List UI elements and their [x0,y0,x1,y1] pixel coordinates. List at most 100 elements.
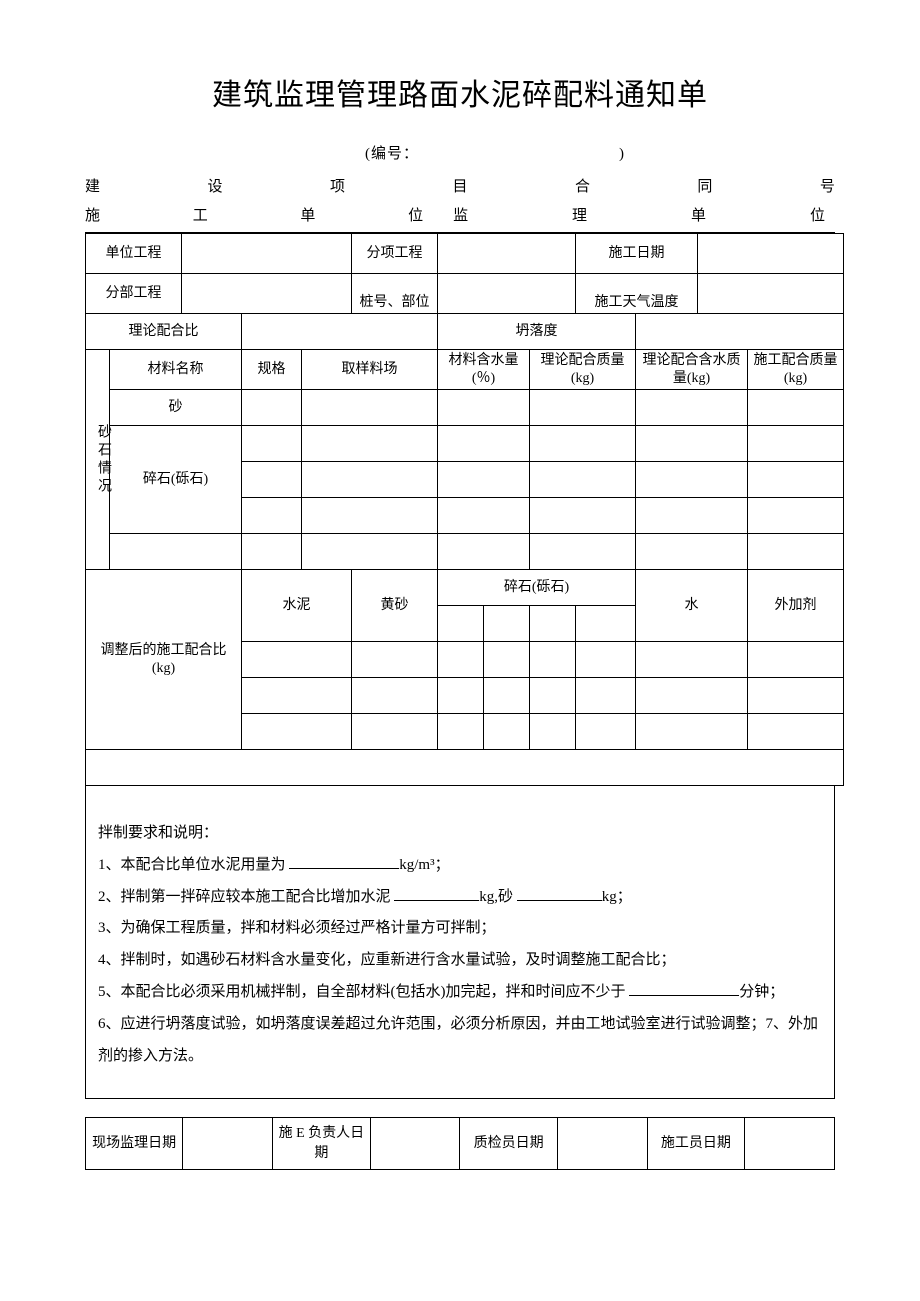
cell-empty [242,462,302,498]
cell-cons-date: 施工日期 [576,234,698,274]
cell-sample-yard: 取样料场 [302,350,438,390]
cell-water: 水 [636,570,748,642]
cell-empty [438,642,484,678]
cell-empty [530,462,636,498]
cell-empty [302,426,438,462]
sig-worker: 施工员日期 [647,1118,744,1170]
cell-empty [636,642,748,678]
hl2b-b: 理 [572,202,587,231]
cell-empty [242,534,302,570]
cell-empty [438,678,484,714]
cell-empty [438,234,576,274]
hl1-b: 设 [207,173,222,202]
cell-theory-mass: 理论配合质量(kg) [530,350,636,390]
cell-empty [438,390,530,426]
note-5: 5、本配合比必须采用机械拌制，自全部材料(包括水)加完起，拌和时间应不少于 分钟… [98,977,822,1009]
cell-sub-project: 分项工程 [352,234,438,274]
serial-left: (编号： [365,146,419,162]
cell-empty [636,714,748,750]
cell-empty [636,678,748,714]
cell-empty [242,714,352,750]
cell-empty [438,274,576,314]
sig-supervisor: 现场监理日期 [86,1118,183,1170]
cell-empty [438,462,530,498]
cell-empty [636,534,748,570]
cell-empty [352,678,438,714]
cell-empty [242,678,352,714]
cell-empty [438,714,484,750]
cell-empty [748,426,844,462]
note-2: 2、拌制第一拌碎应较本施工配合比增加水泥 kg,砂 kg； [98,882,822,914]
hl1-a: 建 [85,173,100,202]
cell-empty [242,390,302,426]
cell-yellow-sand: 黄砂 [352,570,438,642]
cell-empty [576,714,636,750]
cell-empty [748,498,844,534]
cell-material-name: 材料名称 [110,350,242,390]
cell-empty [748,390,844,426]
cell-empty [242,498,302,534]
cell-weather-temp: 施工天气温度 [576,274,698,314]
cell-empty [530,534,636,570]
cell-slump: 坍落度 [438,314,636,350]
cell-empty [302,498,438,534]
cell-empty [748,642,844,678]
notes-heading: 拌制要求和说明： [98,818,822,850]
cell-empty [557,1118,647,1170]
cell-empty [110,534,242,570]
cell-empty [748,462,844,498]
cell-empty [636,462,748,498]
notes-block: 拌制要求和说明： 1、本配合比单位水泥用量为 kg/m³； 2、拌制第一拌碎应较… [85,786,835,1099]
cell-spec: 规格 [242,350,302,390]
cell-empty [748,534,844,570]
cell-crushed-stone-2: 碎石(砾石) [438,570,636,606]
cell-empty [576,678,636,714]
hl1-g: 号 [820,173,835,202]
cell-empty [745,1118,835,1170]
serial-right: ) [619,146,625,162]
cell-empty [530,606,576,642]
cell-cons-mass: 施工配合质量(kg) [748,350,844,390]
cell-empty [530,642,576,678]
cell-empty [438,498,530,534]
cell-empty [182,274,352,314]
cell-additive: 外加剂 [748,570,844,642]
serial-line: (编号：) [85,142,835,163]
cell-empty [302,534,438,570]
cell-unit-project: 单位工程 [86,234,182,274]
cell-sand: 砂 [110,390,242,426]
note-1: 1、本配合比单位水泥用量为 kg/m³； [98,850,822,882]
cell-empty [242,642,352,678]
main-table: 单位工程 分项工程 施工日期 分部工程 桩号、部位 施工天气温度 理论配合比 坍… [85,233,844,786]
cell-empty [530,498,636,534]
hl2b-d: 位 [810,202,825,231]
hl1-d: 目 [452,173,467,202]
cell-empty [576,642,636,678]
cell-empty [352,714,438,750]
cell-crushed-stone: 碎石(砾石) [110,426,242,534]
hl2b-a: 监 [453,202,468,231]
cell-empty [530,390,636,426]
note-3: 3、为确保工程质量，拌和材料必须经过严格计量方可拌制； [98,913,822,945]
page-title: 建筑监理管理路面水泥碎配料通知单 [85,70,835,114]
cell-empty [636,426,748,462]
hl2a-b: 工 [193,202,208,231]
cell-empty [302,462,438,498]
cell-empty [182,234,352,274]
cell-empty [242,426,302,462]
cell-empty [370,1118,460,1170]
cell-empty [748,678,844,714]
note-6: 6、应进行坍落度试验，如坍落度误差超过允许范围，必须分析原因，并由工地试验室进行… [98,1009,822,1073]
cell-empty [530,714,576,750]
header-line-1: 建 设 项 目 合 同 号 [85,173,835,202]
cell-empty [484,714,530,750]
sig-manager: 施 E 负责人日期 [273,1118,370,1170]
cell-empty [576,606,636,642]
cell-empty [636,498,748,534]
cell-empty [302,390,438,426]
cell-cement: 水泥 [242,570,352,642]
cell-empty [698,274,844,314]
header-line-2: 施 工 单 位 监 理 单 位 [85,202,835,234]
cell-empty [352,642,438,678]
cell-empty [484,642,530,678]
